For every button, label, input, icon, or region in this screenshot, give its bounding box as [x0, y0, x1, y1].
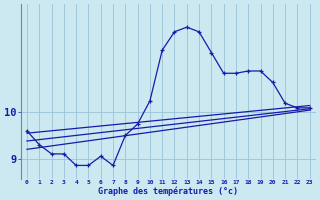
X-axis label: Graphe des températures (°c): Graphe des températures (°c)	[98, 186, 238, 196]
